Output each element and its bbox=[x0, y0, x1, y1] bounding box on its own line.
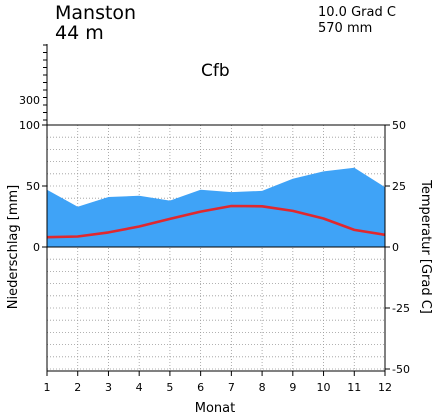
month-tick-label: 2 bbox=[74, 381, 81, 394]
station-elevation: 44 m bbox=[55, 22, 104, 44]
month-tick-label: 3 bbox=[105, 381, 112, 394]
plot-frame bbox=[46, 124, 386, 372]
month-tick-label: 12 bbox=[378, 381, 392, 394]
temp-tick-label: 25 bbox=[392, 180, 406, 193]
temp-tick-label: 0 bbox=[392, 241, 399, 254]
temp-tick-label: 50 bbox=[392, 119, 406, 132]
y-axis-title-right: Temperatur [Grad C] bbox=[418, 179, 433, 314]
month-tick-label: 11 bbox=[347, 381, 361, 394]
month-tick-label: 6 bbox=[197, 381, 204, 394]
month-tick-label: 4 bbox=[136, 381, 143, 394]
month-tick-label: 5 bbox=[166, 381, 173, 394]
month-tick-label: 8 bbox=[259, 381, 266, 394]
x-axis-title: Monat bbox=[195, 401, 235, 415]
precip-tick-label: 0 bbox=[33, 241, 40, 254]
precip-tick-label: 50 bbox=[26, 180, 40, 193]
month-tick-label: 1 bbox=[44, 381, 51, 394]
month-tick-label: 10 bbox=[317, 381, 331, 394]
station-name: Manston bbox=[55, 2, 137, 24]
mean-temperature: 10.0 Grad C bbox=[318, 5, 396, 20]
precip-tick-label: 300 bbox=[19, 94, 40, 107]
y-axis-title-left: Niederschlag [mm] bbox=[6, 185, 21, 310]
month-tick-label: 7 bbox=[228, 381, 235, 394]
temp-tick-label: -25 bbox=[392, 302, 410, 315]
annual-precipitation: 570 mm bbox=[318, 21, 373, 36]
climate-class: Cfb bbox=[201, 61, 230, 81]
temperature-line-layer bbox=[46, 204, 386, 239]
temp-tick-label: -50 bbox=[392, 363, 410, 376]
temperature-line bbox=[46, 204, 386, 239]
month-tick-label: 9 bbox=[289, 381, 296, 394]
precip-tick-label: 100 bbox=[19, 119, 40, 132]
grid bbox=[47, 124, 385, 371]
axes bbox=[42, 44, 390, 376]
